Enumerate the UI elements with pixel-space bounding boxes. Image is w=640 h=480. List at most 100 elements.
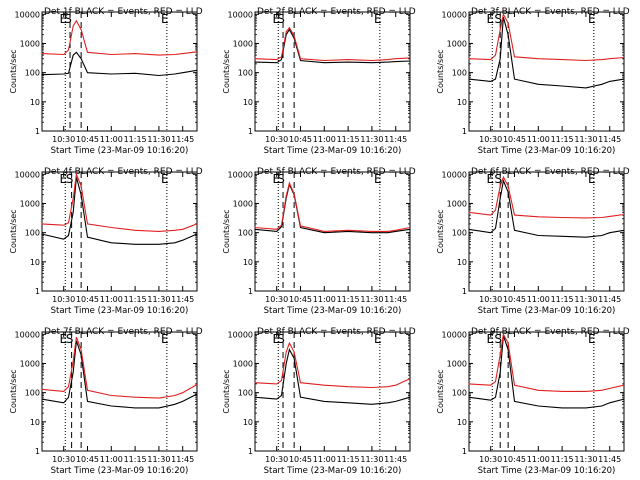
y-tick-label: 10 xyxy=(30,98,40,107)
x-tick-label: 11:30 xyxy=(574,455,597,464)
series-line-lld xyxy=(254,26,411,62)
y-tick-label: 1000 xyxy=(233,199,253,208)
x-tick-label: 11:45 xyxy=(171,455,194,464)
y-axis-label: Counts/sec xyxy=(436,369,445,413)
y-tick-label: 1 xyxy=(35,287,40,296)
y-tick-label: 10 xyxy=(243,258,253,267)
y-tick-label: 100 xyxy=(238,69,253,78)
y-tick-label: 1000 xyxy=(20,359,40,368)
y-tick-label: 100 xyxy=(238,229,253,238)
marker-label: S xyxy=(66,172,74,186)
panel-title: Det 6f BLACK = Events, RED = LLD xyxy=(471,167,630,177)
detector-panel-1: Det 1f BLACK = Events, RED = LLD 1 10 100 10… xyxy=(9,7,203,156)
y-tick-label: 1 xyxy=(35,127,40,136)
plot-frame xyxy=(468,11,625,132)
x-tick-label: 10:45 xyxy=(289,455,312,464)
x-tick-label: 10:30 xyxy=(479,135,502,144)
plot-frame xyxy=(254,11,411,132)
series-line-lld xyxy=(254,181,411,232)
series-line-events xyxy=(254,182,411,234)
y-tick-label: 100 xyxy=(25,389,40,398)
x-tick-label: 11:30 xyxy=(360,295,383,304)
marker-label: E xyxy=(486,12,494,26)
y-tick-label: 1000 xyxy=(20,199,40,208)
marker-label: E xyxy=(59,12,67,26)
x-tick-label: 11:15 xyxy=(337,295,360,304)
y-tick-label: 10000 xyxy=(228,170,253,179)
x-tick-label: 11:30 xyxy=(147,295,170,304)
y-tick-label: 10000 xyxy=(442,170,467,179)
series-line-events xyxy=(468,335,625,409)
x-tick-label: 11:00 xyxy=(527,135,550,144)
series-line-lld xyxy=(468,175,625,219)
y-tick-label: 10000 xyxy=(442,330,467,339)
x-tick-label: 11:30 xyxy=(147,135,170,144)
y-tick-label: 1 xyxy=(248,127,253,136)
series-line-lld xyxy=(41,19,198,56)
y-tick-label: 100 xyxy=(25,229,40,238)
y-tick-label: 100 xyxy=(238,389,253,398)
y-tick-label: 1000 xyxy=(20,39,40,48)
x-tick-label: 11:00 xyxy=(313,295,336,304)
detector-panel-3: Det 3f BLACK = Events, RED = LLD 1 10 100 10… xyxy=(436,7,630,156)
x-tick-label: 11:45 xyxy=(598,135,621,144)
panel-title: Det 1f BLACK = Events, RED = LLD xyxy=(44,7,203,17)
y-tick-label: 10000 xyxy=(15,330,40,339)
marker-label: E xyxy=(486,172,494,186)
x-tick-label: 11:15 xyxy=(124,135,147,144)
series-line-events xyxy=(254,348,411,405)
y-tick-label: 10 xyxy=(457,98,467,107)
x-tick-label: 10:30 xyxy=(52,135,75,144)
marker-label: S xyxy=(66,332,74,346)
x-axis-label: Start Time (23-Mar-09 10:16:20) xyxy=(478,306,616,316)
x-tick-label: 11:30 xyxy=(360,135,383,144)
marker-label: E xyxy=(161,332,169,346)
x-tick-label: 11:45 xyxy=(598,455,621,464)
y-tick-label: 10000 xyxy=(15,170,40,179)
panel-title: Det 2f BLACK = Events, RED = LLD xyxy=(257,7,416,17)
y-tick-label: 10 xyxy=(457,258,467,267)
x-tick-label: 11:15 xyxy=(551,135,574,144)
marker-label: E xyxy=(161,12,169,26)
x-tick-label: 11:30 xyxy=(574,135,597,144)
y-tick-label: 1 xyxy=(462,447,467,456)
marker-label: E xyxy=(588,172,596,186)
marker-label: S xyxy=(277,12,285,26)
y-tick-label: 10000 xyxy=(15,10,40,19)
series-line-events xyxy=(41,340,198,409)
x-axis-label: Start Time (23-Mar-09 10:16:20) xyxy=(264,466,402,476)
y-tick-label: 100 xyxy=(452,389,467,398)
x-axis-label: Start Time (23-Mar-09 10:16:20) xyxy=(51,466,189,476)
x-tick-label: 10:30 xyxy=(52,295,75,304)
series-line-lld xyxy=(468,12,625,62)
x-tick-label: 10:45 xyxy=(503,295,526,304)
y-tick-label: 10000 xyxy=(228,330,253,339)
x-tick-label: 11:15 xyxy=(337,455,360,464)
series-line-events xyxy=(254,28,411,64)
y-tick-label: 1 xyxy=(248,447,253,456)
marker-label: S xyxy=(277,332,285,346)
y-tick-label: 1 xyxy=(462,287,467,296)
y-tick-label: 1000 xyxy=(233,359,253,368)
y-tick-label: 1000 xyxy=(233,39,253,48)
marker-label: E xyxy=(374,332,382,346)
marker-label: E xyxy=(272,332,280,346)
x-tick-label: 10:45 xyxy=(289,295,312,304)
series-line-events xyxy=(468,16,625,89)
marker-label: S xyxy=(494,332,502,346)
x-tick-label: 11:45 xyxy=(171,295,194,304)
y-tick-label: 10000 xyxy=(442,10,467,19)
marker-label: E xyxy=(59,172,67,186)
x-tick-label: 11:00 xyxy=(313,135,336,144)
marker-label: S xyxy=(494,12,502,26)
x-tick-label: 11:00 xyxy=(313,455,336,464)
panel-title: Det 8f BLACK = Events, RED = LLD xyxy=(257,327,416,337)
marker-label: E xyxy=(374,172,382,186)
plot-frame xyxy=(254,171,411,292)
plot-frame xyxy=(41,171,198,292)
x-tick-label: 11:45 xyxy=(384,135,407,144)
panel-title: Det 4f BLACK = Events, RED = LLD xyxy=(44,167,203,177)
y-axis-label: Counts/sec xyxy=(9,209,18,253)
x-tick-label: 11:45 xyxy=(384,295,407,304)
series-line-lld xyxy=(254,341,411,389)
